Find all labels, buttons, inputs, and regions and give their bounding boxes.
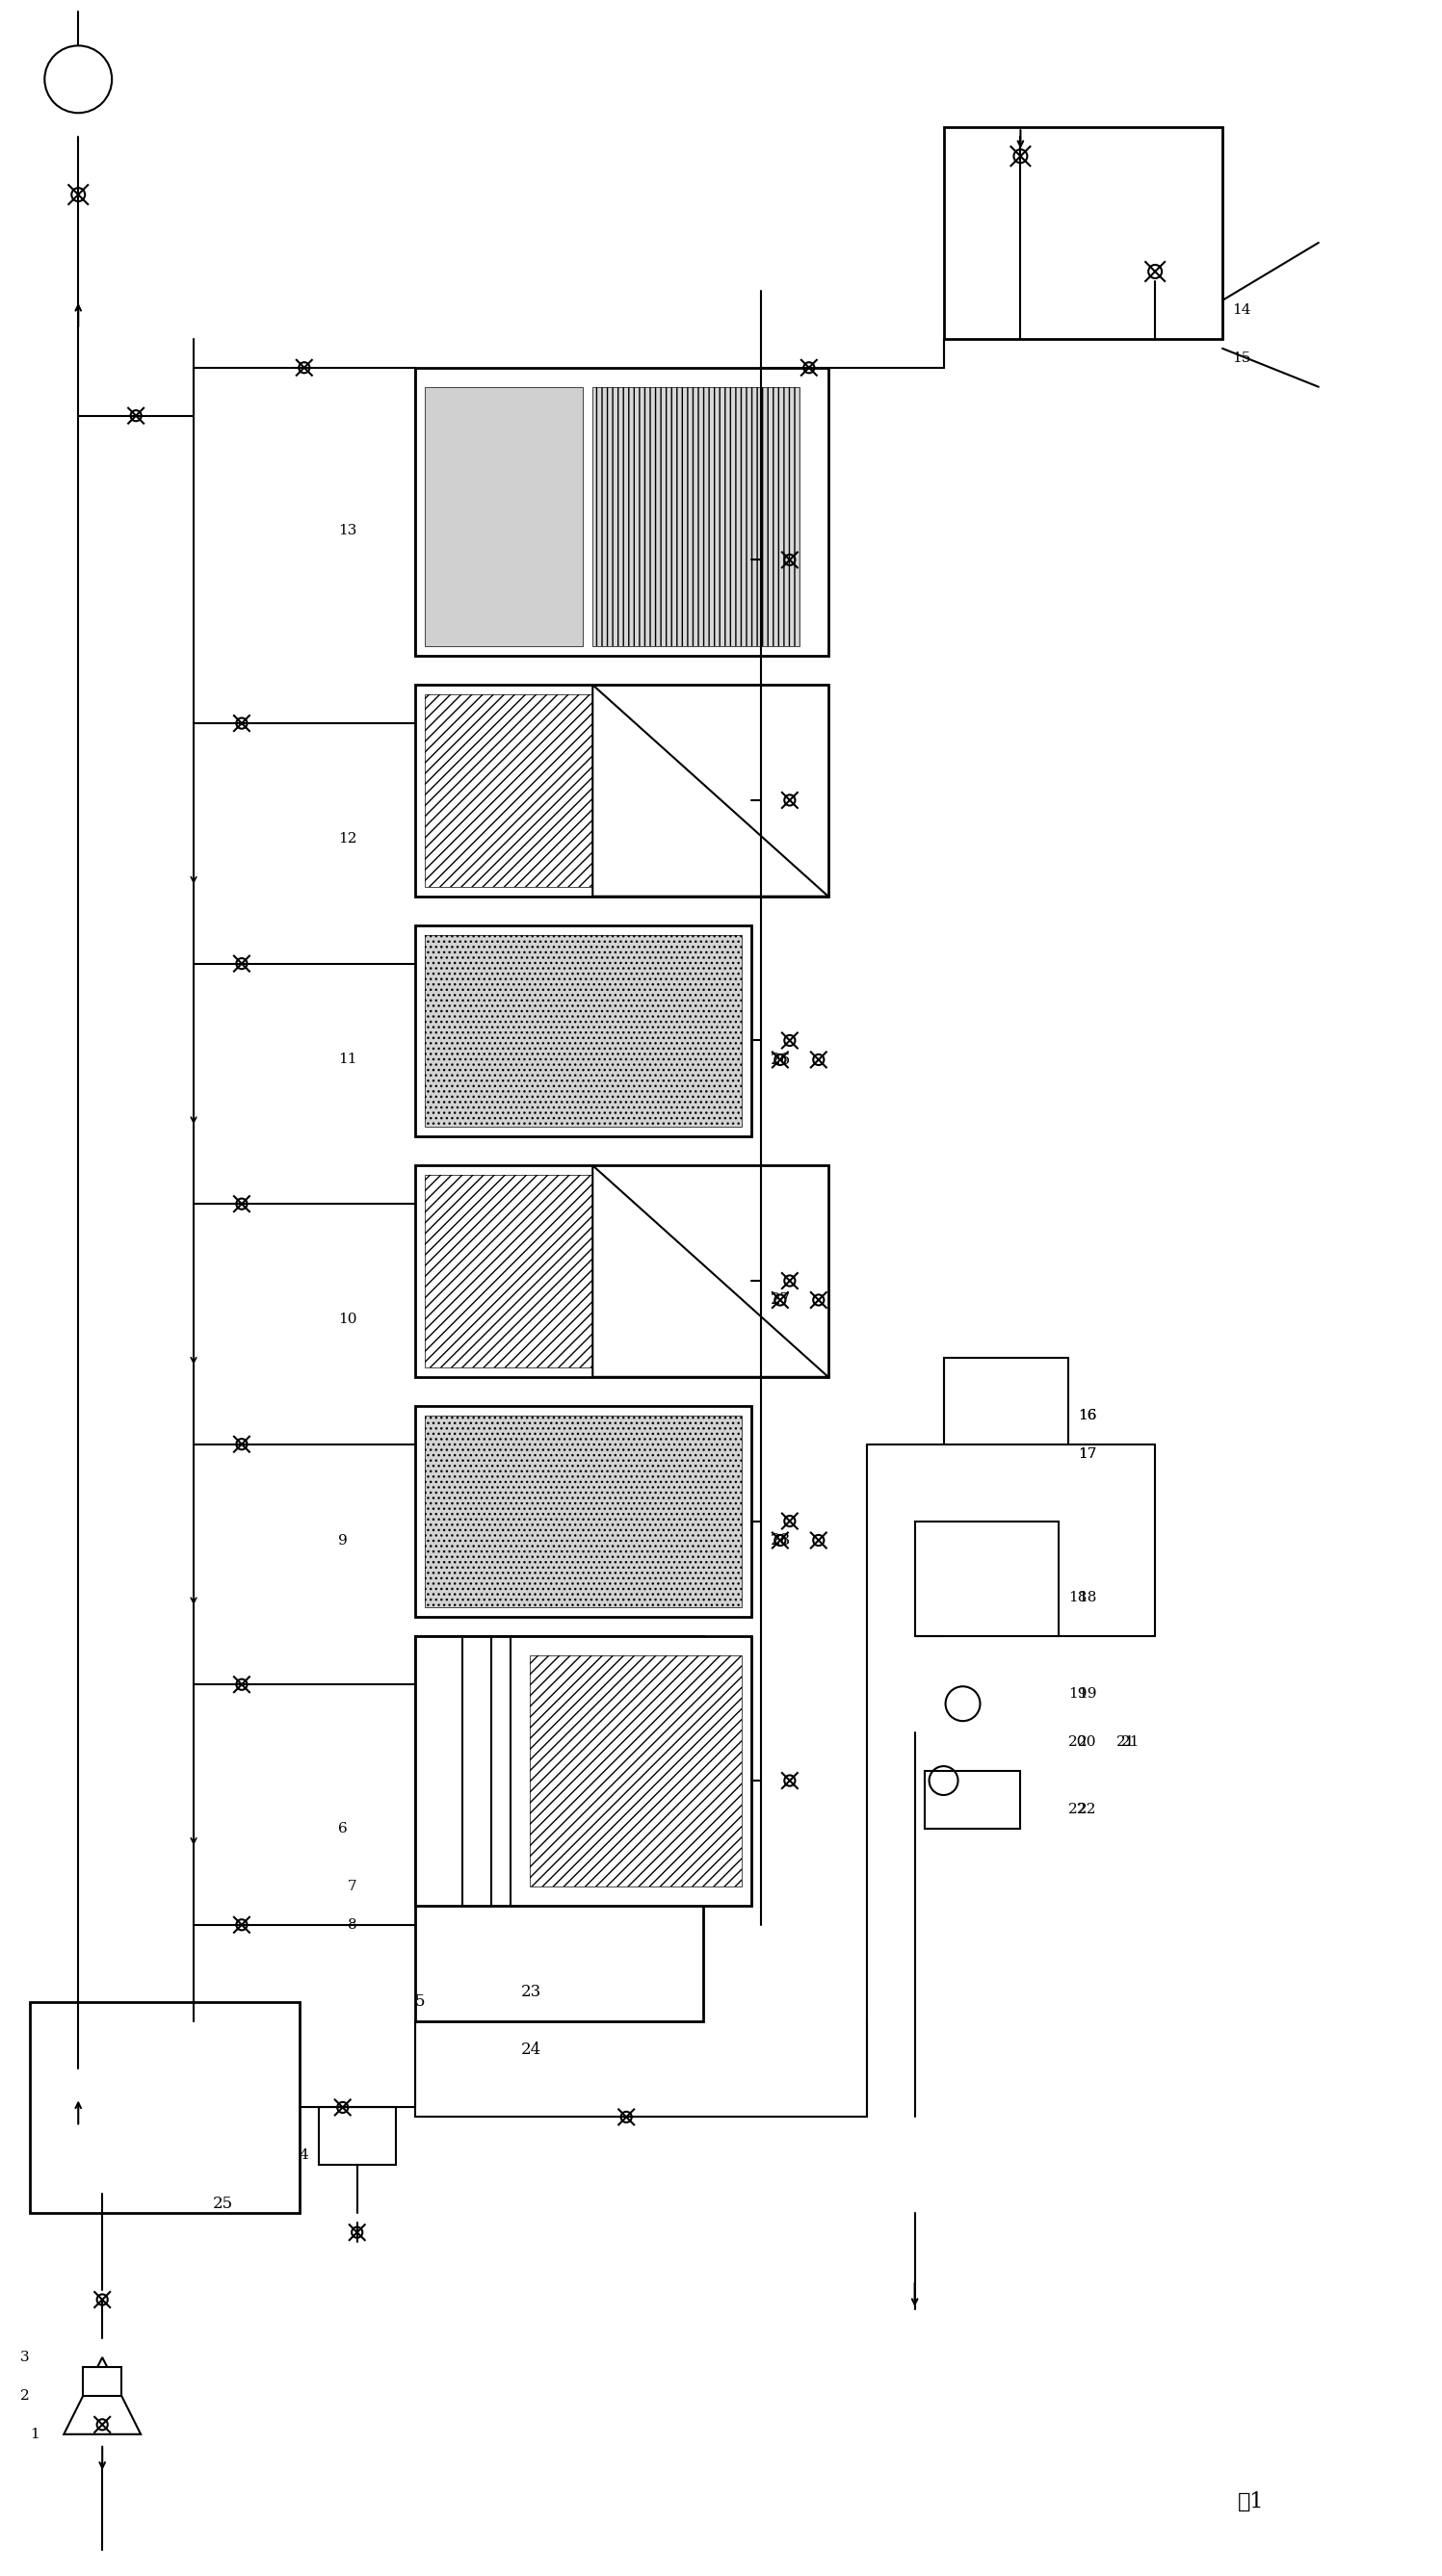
Text: 19: 19	[1069, 1687, 1087, 1700]
Text: 10: 10	[337, 1314, 356, 1327]
Text: 25: 25	[213, 2195, 234, 2213]
Bar	[424, 935, 741, 1126]
Text: 24: 24	[521, 2043, 541, 2058]
Bar	[424, 935, 741, 1126]
Bar	[424, 386, 583, 647]
Text: 4: 4	[300, 2148, 309, 2161]
Bar	[415, 685, 828, 896]
Text: 7: 7	[348, 1880, 356, 1893]
Text: 22: 22	[1079, 1803, 1097, 1816]
Bar	[914, 1520, 1058, 1636]
Bar	[415, 1406, 751, 1618]
Bar	[424, 1414, 741, 1607]
Text: 26: 26	[770, 1051, 790, 1069]
Text: 17: 17	[1079, 1448, 1097, 1461]
Bar	[593, 386, 799, 647]
Bar	[924, 1772, 1021, 1829]
Text: 22: 22	[1069, 1803, 1087, 1816]
Text: 15: 15	[1231, 350, 1250, 366]
Text: 3: 3	[20, 2349, 30, 2365]
Bar	[415, 368, 828, 657]
Text: 图1: 图1	[1239, 2491, 1265, 2512]
Text: 23: 23	[521, 1984, 541, 2002]
Text: 9: 9	[337, 1533, 348, 1548]
Bar	[593, 386, 799, 647]
Bar	[424, 696, 593, 886]
Bar	[943, 126, 1223, 340]
Text: 28: 28	[770, 1533, 792, 1548]
Text: 14: 14	[1231, 304, 1250, 317]
Bar	[84, 2367, 121, 2396]
Bar	[424, 1414, 741, 1607]
Bar	[415, 1164, 828, 1378]
Bar	[415, 1636, 704, 2022]
Bar	[943, 1358, 1069, 1445]
Bar	[415, 925, 751, 1136]
Text: 17: 17	[1079, 1448, 1097, 1461]
Bar	[30, 2002, 300, 2213]
Text: 20: 20	[1079, 1736, 1097, 1749]
Text: 5: 5	[415, 1994, 425, 2009]
Bar	[415, 1636, 751, 1906]
Text: 21: 21	[1116, 1736, 1135, 1749]
Text: 21: 21	[1122, 1736, 1141, 1749]
Bar	[319, 2107, 395, 2164]
Text: 1: 1	[30, 2427, 39, 2442]
Bar	[424, 1175, 593, 1368]
Text: 6: 6	[337, 1821, 348, 1837]
Text: 16: 16	[1079, 1409, 1097, 1422]
Text: 13: 13	[337, 526, 356, 538]
Text: 20: 20	[1069, 1736, 1087, 1749]
Text: 18: 18	[1069, 1592, 1087, 1605]
Bar	[531, 1656, 741, 1886]
Text: 12: 12	[337, 832, 356, 845]
Bar	[424, 696, 593, 886]
Text: 27: 27	[770, 1291, 792, 1309]
Text: 2: 2	[20, 2388, 30, 2403]
Text: 11: 11	[337, 1054, 356, 1066]
Text: 8: 8	[348, 1919, 356, 1932]
Text: 18: 18	[1079, 1592, 1097, 1605]
Text: 16: 16	[1079, 1409, 1097, 1422]
Bar	[531, 1656, 741, 1886]
Bar	[424, 1175, 593, 1368]
Text: 19: 19	[1079, 1687, 1097, 1700]
